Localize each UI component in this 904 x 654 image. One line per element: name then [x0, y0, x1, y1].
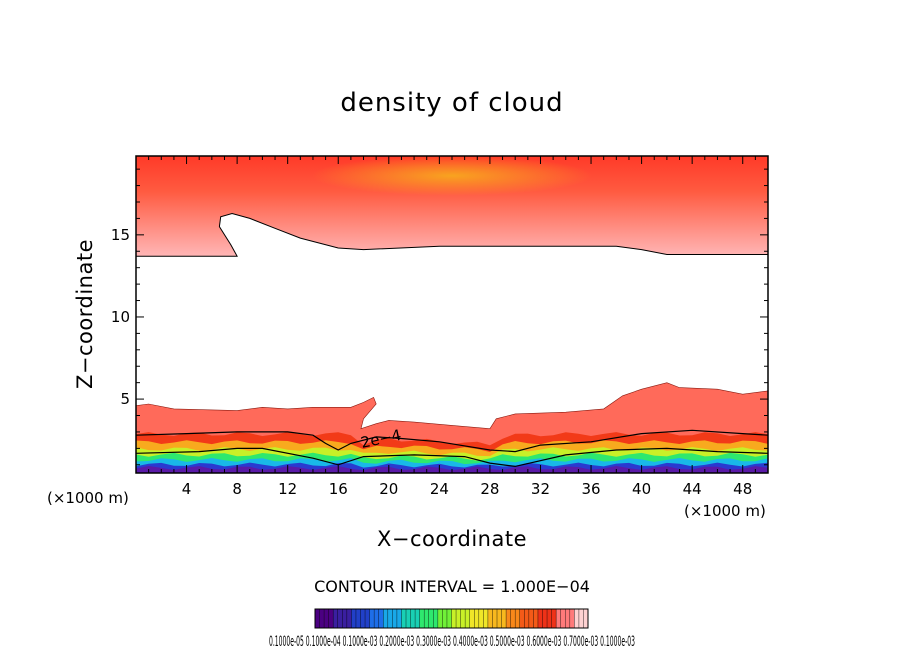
colorbar-cell [406, 609, 411, 628]
colorbar-cell [478, 609, 484, 628]
x-tick-label: 8 [232, 480, 242, 498]
upper-cloud-layer [136, 156, 768, 257]
contour-line-0 [136, 429, 768, 453]
colorbar-cell [547, 609, 552, 628]
colorbar-tick-labels: 0.1000e-05 0.1000e-04 0.1000e-03 0.2000e… [269, 634, 635, 650]
x-axis-ticks: 4 8 12 16 20 24 28 32 36 40 44 48 [148, 156, 756, 498]
colorbar-cell [428, 609, 434, 628]
x-tick-label: 32 [531, 480, 550, 498]
colorbar-cell [469, 609, 475, 628]
upper-layer-fill [136, 156, 768, 257]
colorbar-cell [474, 609, 480, 628]
contour-lines [136, 429, 768, 468]
colorbar-cell [328, 609, 334, 628]
colorbar-cell [351, 609, 357, 628]
x-unit-label-left: (×1000 m) [47, 489, 129, 507]
colorbar-cell [583, 609, 589, 628]
upper-layer-outline [136, 212, 768, 257]
colorbar-cell [533, 609, 539, 628]
colorbar-cell [365, 609, 370, 628]
x-tick-label: 20 [379, 480, 398, 498]
colorbar-cell [460, 609, 466, 628]
plot-area [136, 156, 768, 473]
x-tick-label: 36 [581, 480, 600, 498]
colorbar-cell [410, 609, 416, 628]
colorbar-cell [510, 609, 516, 628]
x-tick-label: 24 [430, 480, 449, 498]
y-tick-label: 15 [111, 226, 130, 244]
colorbar-cell [392, 609, 398, 628]
colorbar-cell [506, 609, 511, 628]
colorbar-cell [519, 609, 525, 628]
colorbar-cell [456, 609, 461, 628]
x-unit-label-right: (×1000 m) [684, 502, 766, 520]
x-tick-label: 48 [733, 480, 752, 498]
colorbar-cell [324, 609, 329, 628]
colorbar-cell [378, 609, 384, 628]
colorbar-cell [387, 609, 393, 628]
x-tick-label: 28 [480, 480, 499, 498]
colorbar-cell [560, 609, 566, 628]
colorbar-cell [415, 609, 420, 628]
colorbar-cell [569, 609, 575, 628]
x-tick-label: 12 [278, 480, 297, 498]
y-tick-label: 10 [111, 308, 130, 326]
colorbar-cell [401, 609, 407, 628]
colorbar-cell [528, 609, 534, 628]
colorbar-cell [433, 609, 439, 628]
x-tick-label: 16 [329, 480, 348, 498]
x-tick-label: 4 [182, 480, 192, 498]
colorbar-cell [551, 609, 557, 628]
colorbar-cell [578, 609, 584, 628]
colorbar-cell [574, 609, 580, 628]
colorbar-cell [542, 609, 548, 628]
colorbar-cell [419, 609, 425, 628]
x-tick-label: 40 [632, 480, 651, 498]
colorbar-cell [556, 609, 561, 628]
colorbar-cell [483, 609, 489, 628]
colorbar-cell [446, 609, 452, 628]
colorbar-cell [333, 609, 339, 628]
colorbar-cell [346, 609, 352, 628]
colorbar-cell [487, 609, 493, 628]
colorbar-frame [314, 608, 589, 629]
lower-layer-outline [136, 382, 768, 430]
contour-line-1 [136, 447, 768, 468]
y-axis-ticks: 5 10 15 [111, 168, 768, 466]
colorbar-cell [492, 609, 498, 628]
y-tick-label: 5 [120, 390, 130, 408]
colorbar-cell [319, 609, 325, 628]
colorbar-cell [465, 609, 470, 628]
colorbar-cell [360, 609, 366, 628]
colorbar-cell [342, 609, 348, 628]
x-axis-label: X−coordinate [377, 527, 527, 551]
upper-layer-core [312, 156, 592, 196]
colorbar-cell [537, 609, 543, 628]
chart-title: density of cloud [340, 88, 563, 118]
contour-interval-text: CONTOUR INTERVAL = 1.000E−04 [314, 577, 590, 596]
colorbar-cell [315, 609, 320, 628]
colorbar-cell [451, 609, 457, 628]
colorbar-cell [524, 609, 530, 628]
lower-band-7 [136, 466, 768, 473]
colorbar-cell [565, 609, 571, 628]
colorbar-cell [442, 609, 448, 628]
colorbar-cell [374, 609, 379, 628]
colorbar-cell [501, 609, 507, 628]
colorbar-cell [337, 609, 343, 628]
lower-cloud-layer [136, 382, 768, 473]
colorbar-cell [355, 609, 361, 628]
y-axis-label: Z−coordinate [73, 239, 97, 389]
colorbar-cell [497, 609, 502, 628]
x-tick-label: 44 [683, 480, 702, 498]
colorbar-cell [383, 609, 389, 628]
colorbar-cell [437, 609, 443, 628]
colorbar-cell [515, 609, 521, 628]
colorbar [314, 609, 589, 628]
colorbar-cell [369, 609, 375, 628]
colorbar-cell [396, 609, 402, 628]
colorbar-cell [424, 609, 430, 628]
